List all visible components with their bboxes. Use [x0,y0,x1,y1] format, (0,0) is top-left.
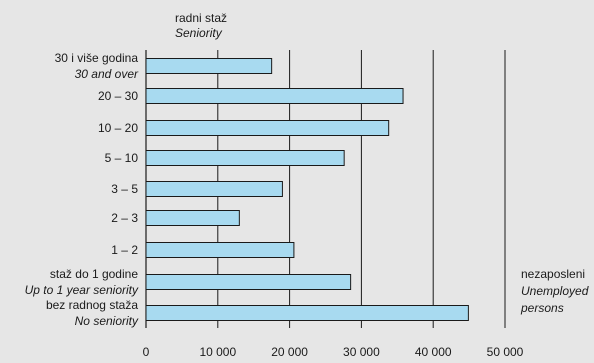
category-label: 10 – 20 [98,121,138,135]
category-label: 30 and over [75,67,139,81]
bar [145,150,345,166]
value-axis-label: persons [520,301,564,315]
axis-title: Seniority [175,26,223,40]
bar [145,181,283,197]
axis-title: radni staž [175,11,227,25]
category-label: 30 i više godina [55,51,139,65]
category-label: 1 – 2 [111,243,138,257]
category-label: 5 – 10 [105,151,139,165]
x-tick-label: 30 000 [343,345,380,359]
bar [145,58,273,74]
bar [145,120,390,136]
category-label: bez radnog staža [46,298,138,312]
category-label: 20 – 30 [98,89,138,103]
x-tick-label: 40 000 [415,345,452,359]
bar [145,242,295,258]
category-label: 3 – 5 [111,182,138,196]
bar [145,88,404,104]
bar [145,305,469,321]
category-label: Up to 1 year seniority [25,283,139,297]
x-tick-label: 50 000 [487,345,524,359]
category-label: staž do 1 godine [50,267,138,281]
value-axis-label: Unemployed [521,284,589,298]
x-tick-label: 20 000 [271,345,308,359]
x-tick-label: 10 000 [199,345,236,359]
bar [145,210,240,226]
category-label: No seniority [75,314,139,328]
bar [145,274,352,290]
value-axis-label: nezaposleni [521,267,585,281]
x-tick-label: 0 [143,345,150,359]
category-label: 2 – 3 [111,211,138,225]
